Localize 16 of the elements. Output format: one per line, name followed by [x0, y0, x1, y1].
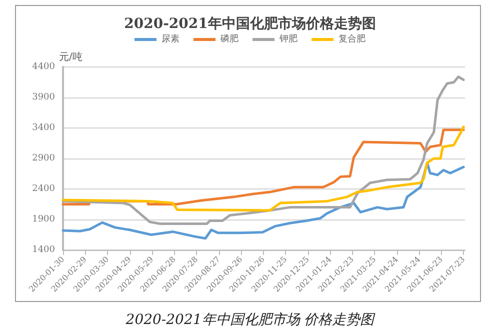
legend-label: 尿素: [162, 34, 180, 44]
text: 2020-2021年中国化肥市场 价格走势图: [124, 312, 376, 328]
y-tick-label: 3400: [32, 123, 56, 133]
y-tick-label: 1900: [32, 214, 56, 224]
line-series: [62, 76, 465, 226]
y-tick-label: 2900: [32, 154, 56, 164]
y-tick-label: 2400: [32, 184, 56, 194]
line-series: [62, 162, 465, 240]
y-tick-label: 3900: [32, 92, 56, 102]
legend-label: 钾肥: [278, 34, 298, 44]
legend-label: 磷肥: [220, 34, 238, 44]
legend-label: 复合肥: [338, 34, 366, 44]
y-tick-label: 1400: [32, 245, 56, 255]
chart-title: 2020-2021年中国化肥市场价格走势图: [124, 15, 376, 32]
y-tick-label: 4400: [32, 62, 56, 72]
y-axis-title: 元/吨: [59, 51, 82, 64]
